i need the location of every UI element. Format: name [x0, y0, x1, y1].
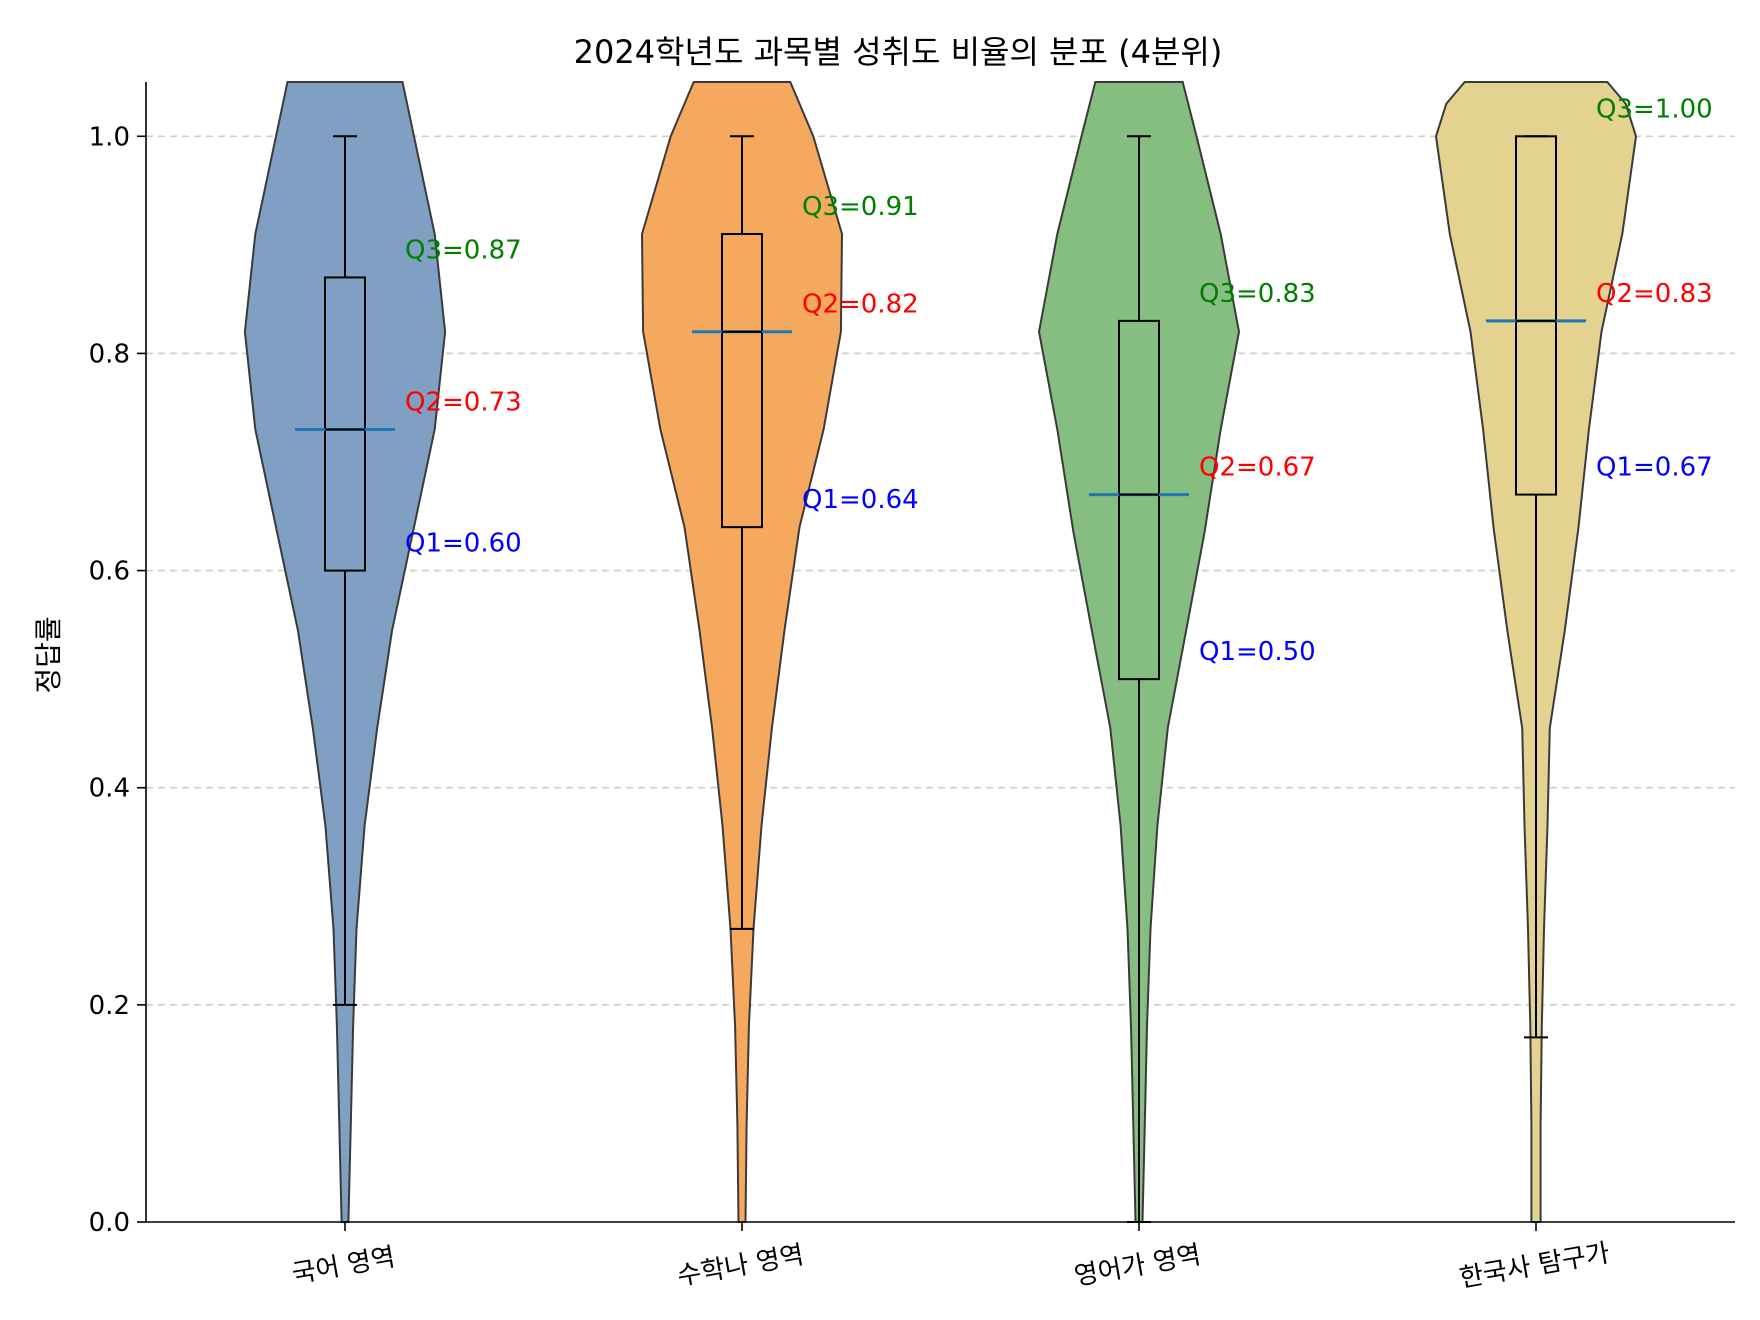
x-tick-label: 국어 영역 — [290, 1242, 398, 1290]
q3-annotation: Q3=0.91 — [802, 192, 919, 222]
q3-annotation: Q3=1.00 — [1596, 94, 1713, 124]
q1-annotation: Q1=0.64 — [802, 485, 919, 515]
x-tick-label: 영어가 영역 — [1072, 1240, 1203, 1292]
x-tick-label: 수학나 영역 — [675, 1240, 806, 1292]
q3-annotation: Q3=0.83 — [1199, 279, 1316, 309]
quartile-annotations: Q3=0.87 Q2=0.73 Q1=0.60 Q3=0.91 Q2=0.82 Q1=0.… — [405, 94, 1713, 667]
q1-annotation: Q1=0.67 — [1596, 453, 1713, 483]
y-tick-label: 1.0 — [89, 122, 130, 152]
q2-annotation: Q2=0.83 — [1596, 279, 1713, 309]
q1-annotation: Q1=0.60 — [405, 529, 522, 559]
iqr-box — [1515, 135, 1557, 496]
chart-title: 2024학년도 과목별 성취도 비율의 분포 (4분위) — [574, 33, 1223, 71]
axes — [145, 82, 1735, 1223]
y-tick-label: 0.2 — [89, 991, 130, 1021]
y-tick-label: 0.0 — [89, 1208, 130, 1238]
q2-annotation: Q2=0.82 — [802, 290, 919, 320]
y-tick-label: 0.4 — [89, 774, 130, 804]
q2-annotation: Q2=0.73 — [405, 387, 522, 417]
y-tick-label: 0.6 — [89, 557, 130, 587]
iqr-box — [721, 233, 763, 529]
x-tick-label: 한국사 탐구가 — [1457, 1238, 1612, 1294]
iqr-box — [324, 276, 366, 572]
y-tick-label: 0.8 — [89, 339, 130, 369]
violin-body — [1037, 81, 1241, 1223]
boxplots — [295, 135, 1586, 1223]
q2-annotation: Q2=0.67 — [1199, 453, 1316, 483]
iqr-box — [1118, 319, 1160, 681]
y-axis-label: 정답률 — [32, 616, 65, 693]
q1-annotation: Q1=0.50 — [1199, 637, 1316, 667]
q3-annotation: Q3=0.87 — [405, 235, 522, 265]
x-ticks: 국어 영역 수학나 영역 영어가 영역 한국사 탐구가 — [290, 1222, 1612, 1294]
y-ticks: 0.0 0.2 0.4 0.6 0.8 1.0 — [89, 122, 146, 1238]
